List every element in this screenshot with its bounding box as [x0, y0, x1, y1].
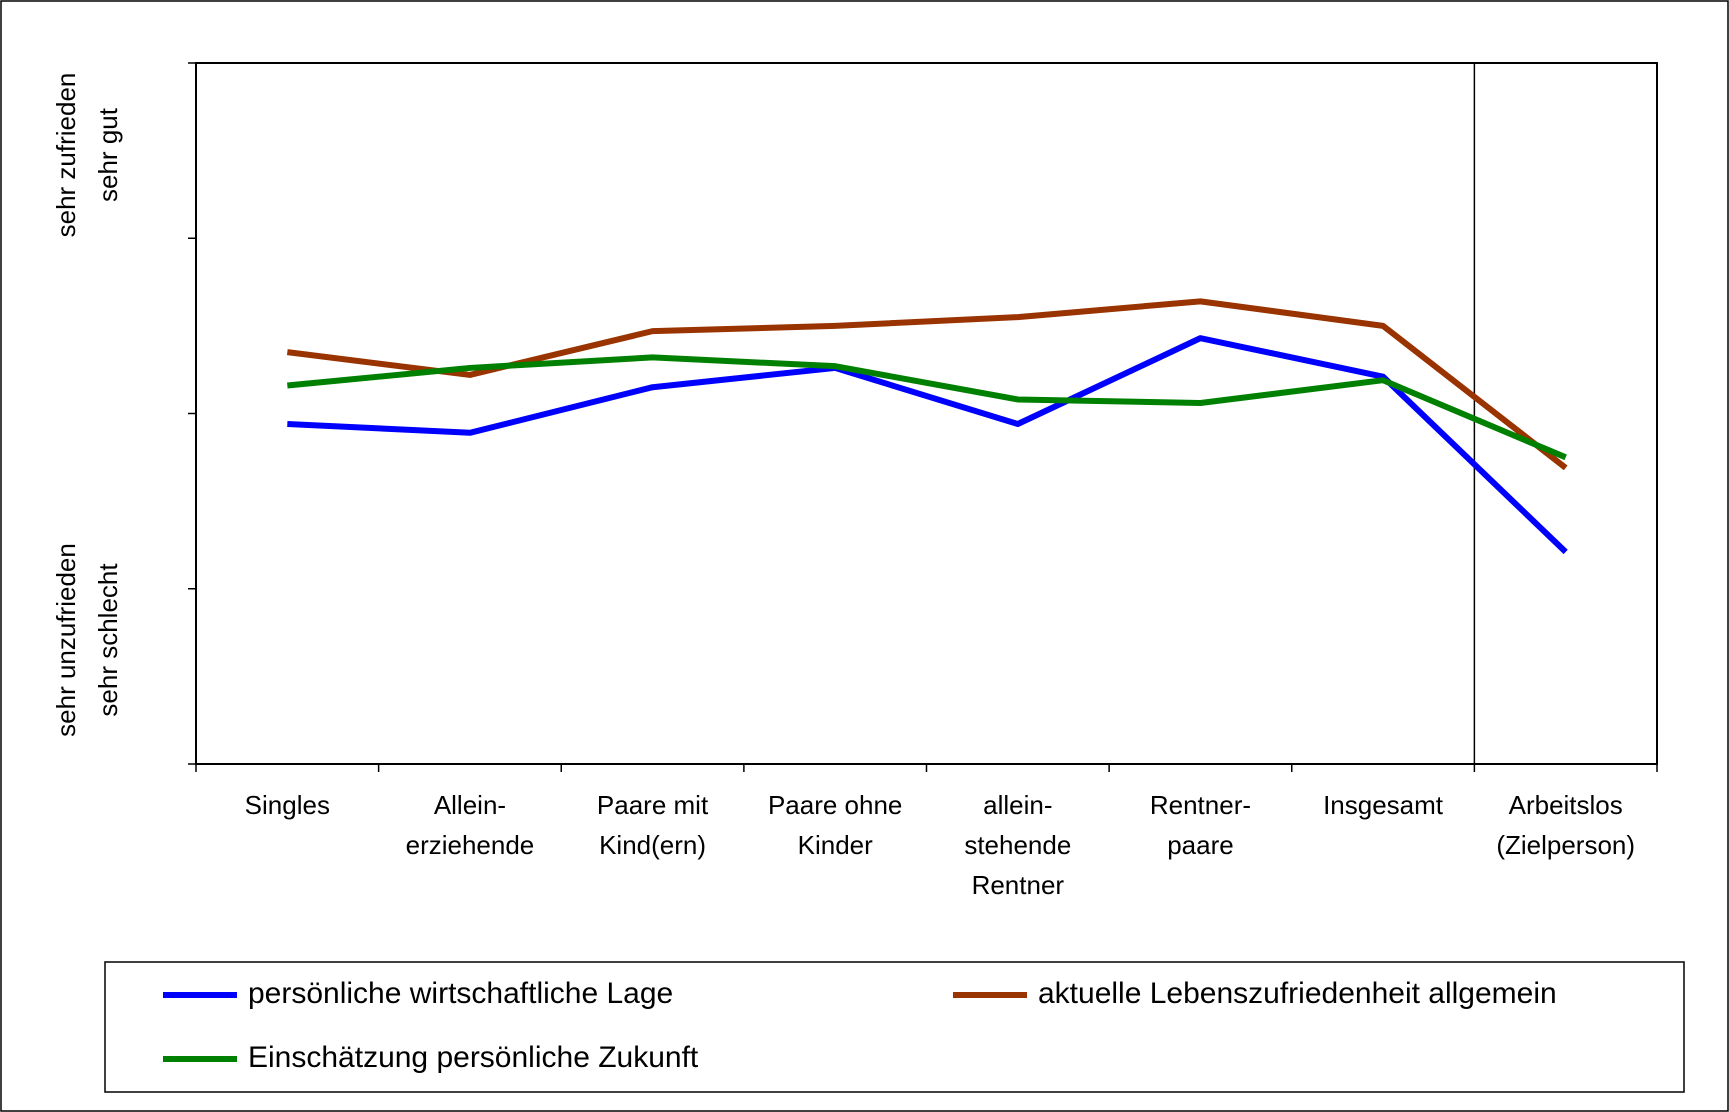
series-line — [287, 335, 1568, 555]
y-axis-label: sehr gut — [93, 107, 123, 202]
x-tick-label: Allein-erziehende — [406, 790, 535, 860]
legend-label: Einschätzung persönliche Zukunft — [248, 1041, 699, 1074]
y-axis-label: sehr schlecht — [93, 563, 123, 717]
legend-box — [104, 961, 1685, 1093]
x-tick-label: Rentner-paare — [1150, 790, 1251, 860]
x-tick-label: Arbeitslos (Zielperson) — [1496, 790, 1635, 860]
legend-label: aktuelle Lebenszufriedenheit allgemein — [1038, 977, 1557, 1010]
x-tick-label: Singles — [245, 790, 330, 820]
y-axis-label: sehr zufrieden — [51, 73, 81, 238]
x-tick-label: Insgesamt — [1323, 790, 1444, 820]
y-axis-label: sehr unzufrieden — [51, 543, 81, 737]
x-tick-label: Paare mit Kind(ern) — [597, 790, 709, 860]
legend-label: persönliche wirtschaftliche Lage — [248, 977, 673, 1010]
x-tick-label: allein-stehende Rentner — [964, 790, 1071, 900]
series-line — [287, 354, 1567, 461]
x-tick-label: Paare ohne Kinder — [768, 790, 902, 860]
